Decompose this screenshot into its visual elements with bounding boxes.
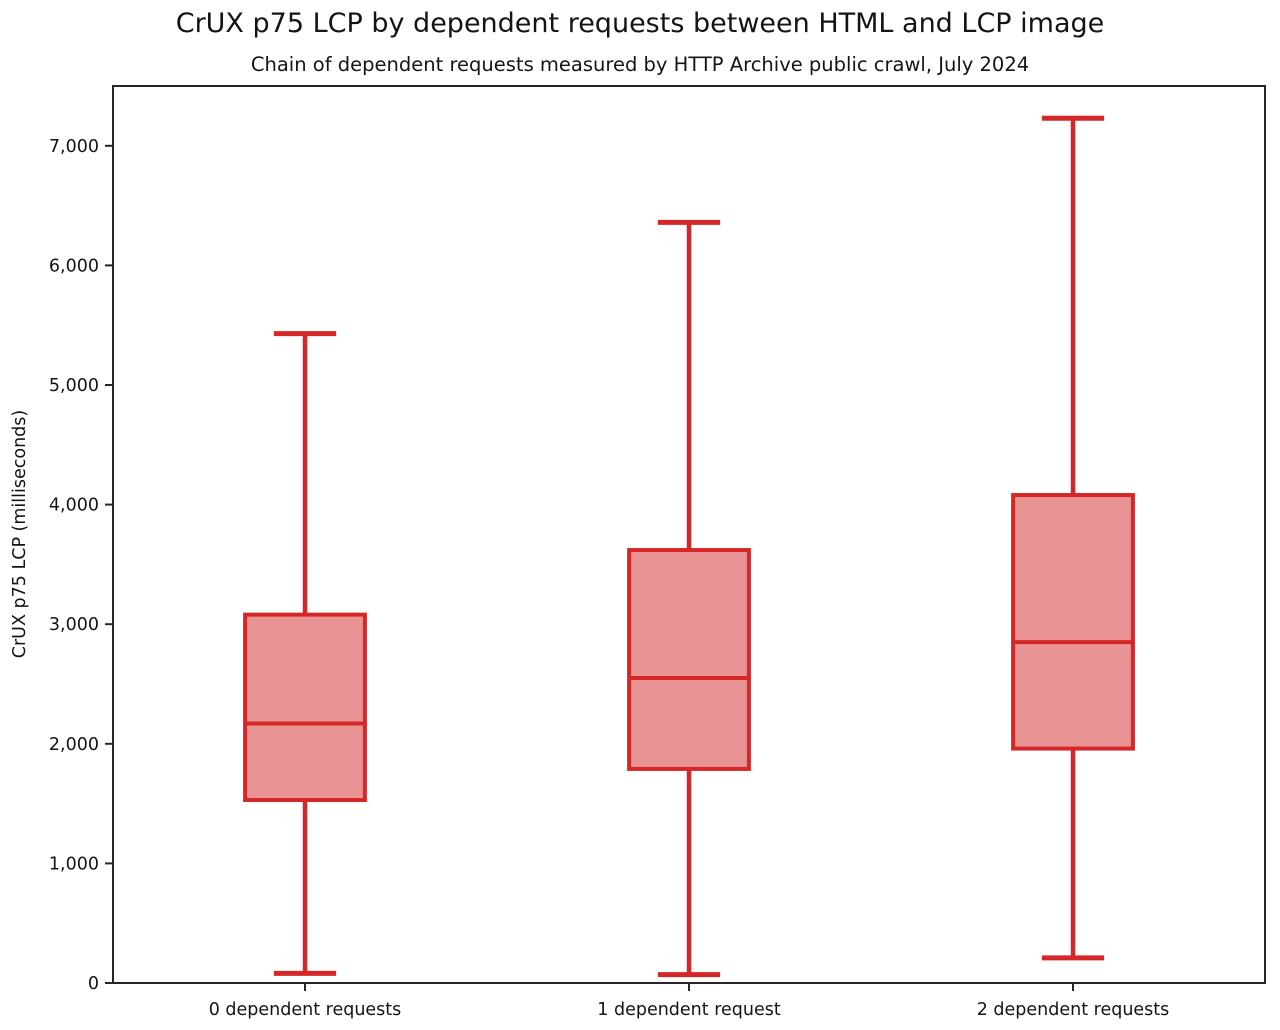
box-iqr: [627, 548, 751, 771]
x-tick-label: 1 dependent request: [597, 1000, 781, 1020]
y-tick-label: 7,000: [49, 137, 99, 157]
x-tick-label: 2 dependent requests: [977, 1000, 1170, 1020]
box-iqr: [243, 612, 367, 803]
y-tick-label: 3,000: [49, 615, 99, 635]
y-tick-label: 4,000: [49, 496, 99, 516]
chart-title: CrUX p75 LCP by dependent requests betwe…: [175, 8, 1105, 39]
box-iqr: [1011, 493, 1135, 751]
y-tick-label: 5,000: [49, 376, 99, 396]
y-tick-label: 1,000: [49, 854, 99, 874]
x-tick-label: 0 dependent requests: [209, 1000, 402, 1020]
y-tick-label: 0: [88, 974, 99, 994]
y-tick-label: 2,000: [49, 735, 99, 755]
y-tick-label: 6,000: [49, 256, 99, 276]
chart-subtitle: Chain of dependent requests measured by …: [250, 53, 1030, 76]
